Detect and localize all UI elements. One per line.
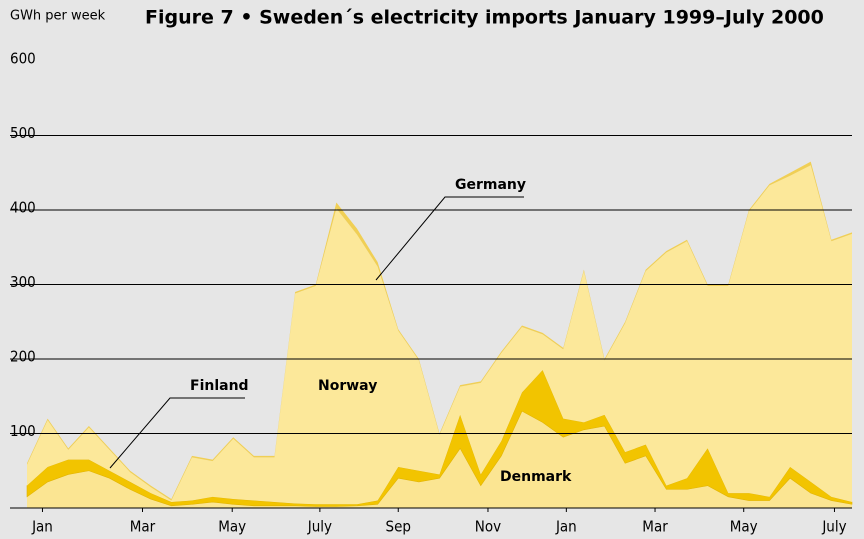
- x-tick-label: May: [730, 518, 758, 536]
- x-tick-label: July: [307, 518, 332, 536]
- x-tick-label: May: [218, 518, 246, 536]
- y-tick-label: 200: [10, 348, 36, 366]
- y-tick-label: 300: [10, 273, 36, 291]
- x-tick-label: July: [821, 518, 846, 536]
- y-tick-label: 600: [10, 50, 36, 68]
- area: [26, 369, 853, 507]
- y-tick-label: 400: [10, 199, 36, 217]
- area: [27, 165, 852, 505]
- x-tick-label: Jan: [555, 518, 577, 536]
- x-tick-label: Mar: [130, 518, 156, 536]
- chart-title: Figure 7 • Sweden´s electricity imports …: [145, 7, 824, 29]
- series-label: Finland: [190, 378, 249, 394]
- area: [27, 411, 852, 508]
- y-tick-label: 500: [10, 124, 36, 142]
- x-tick-label: Mar: [642, 518, 668, 536]
- leader-line: [109, 397, 245, 469]
- leader-line: [375, 196, 524, 281]
- x-tick-label: Sep: [386, 518, 411, 536]
- y-axis-label: GWh per week: [10, 9, 106, 24]
- series-label: Denmark: [500, 469, 572, 485]
- x-tick-label: Nov: [475, 518, 501, 536]
- series-label: Germany: [455, 177, 526, 193]
- x-tick-label: Jan: [31, 518, 53, 536]
- y-tick-label: 100: [10, 422, 36, 440]
- series-label: Norway: [318, 378, 377, 394]
